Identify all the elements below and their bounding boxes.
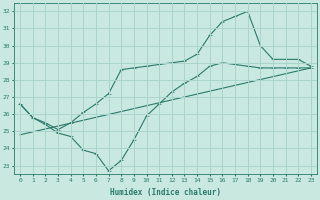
X-axis label: Humidex (Indice chaleur): Humidex (Indice chaleur): [110, 188, 221, 197]
